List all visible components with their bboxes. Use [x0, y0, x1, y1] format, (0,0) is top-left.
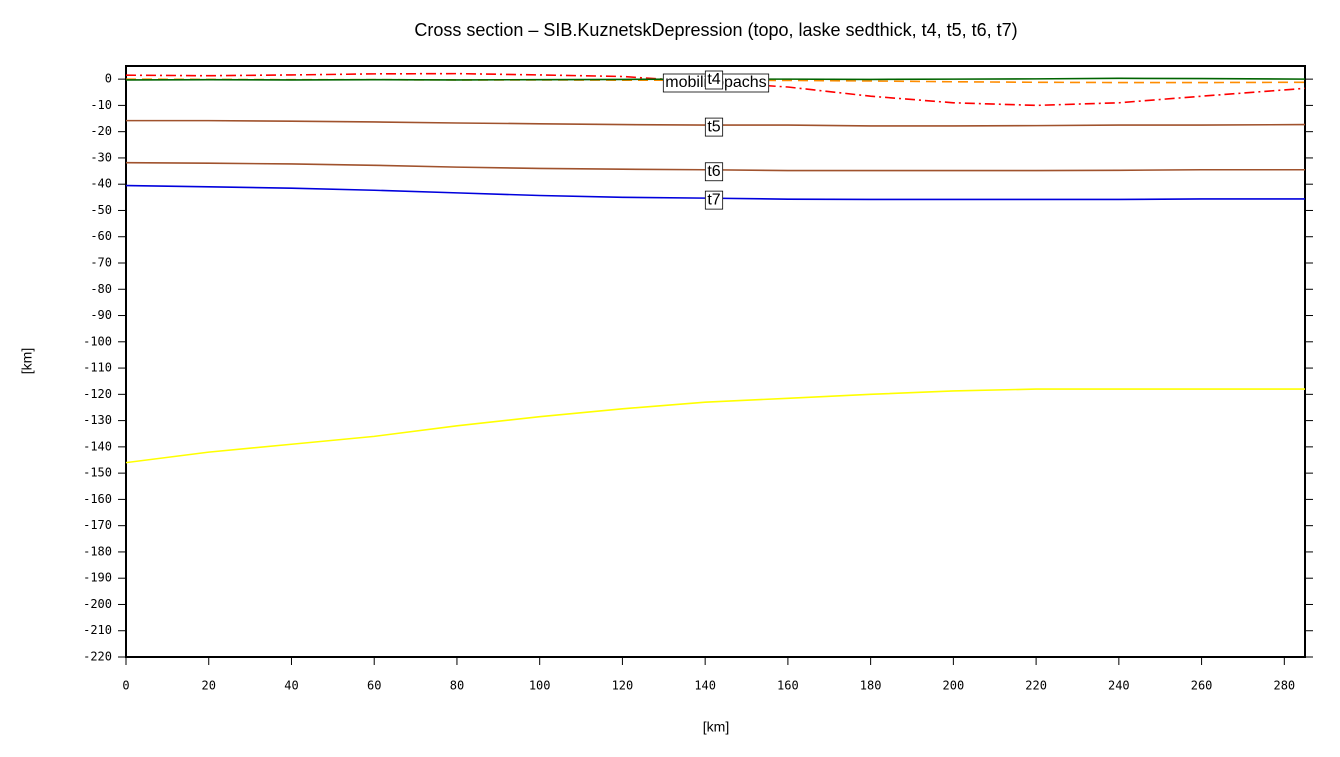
y-tick-label: -100: [83, 334, 112, 348]
x-tick-label: 220: [1025, 679, 1047, 693]
x-tick-label: 0: [122, 679, 129, 693]
x-tick-label: 100: [529, 679, 551, 693]
y-tick-label: -10: [90, 98, 112, 112]
label-box: [704, 117, 724, 137]
y-tick-label: -20: [90, 124, 112, 138]
x-tick-label: 240: [1108, 679, 1130, 693]
y-tick-label: -170: [83, 518, 112, 532]
x-tick-label: 140: [694, 679, 716, 693]
x-tick-label: 180: [860, 679, 882, 693]
x-tick-label: 260: [1191, 679, 1213, 693]
x-axis-label: [km]: [703, 719, 729, 735]
plot-frame: [125, 65, 1306, 658]
y-tick-label: 0: [105, 72, 112, 86]
x-tick-label: 80: [450, 679, 464, 693]
line-label: t7: [707, 191, 720, 208]
y-tick-label: -210: [83, 623, 112, 637]
y-tick-label: -220: [83, 650, 112, 664]
series-line: [125, 72, 1306, 107]
line-label: t6: [707, 163, 720, 180]
x-tick-label: 60: [367, 679, 381, 693]
line-label: t5: [707, 118, 720, 135]
y-tick-label: -200: [83, 597, 112, 611]
y-tick-label: -120: [83, 387, 112, 401]
x-tick-label: 40: [284, 679, 298, 693]
y-tick-label: -140: [83, 439, 112, 453]
y-tick-label: -30: [90, 150, 112, 164]
line-label: t4: [707, 71, 720, 88]
series-line: [125, 388, 1305, 464]
label-box: [704, 190, 724, 210]
x-tick-label: 280: [1273, 679, 1295, 693]
x-tick-label: 120: [612, 679, 634, 693]
y-tick-label: -130: [83, 413, 112, 427]
y-tick-label: -180: [83, 544, 112, 558]
y-tick-label: -190: [83, 571, 112, 585]
y-tick-label: -70: [90, 256, 112, 270]
y-tick-label: -90: [90, 308, 112, 322]
y-tick-label: -160: [83, 492, 112, 506]
label-box: [704, 70, 724, 90]
y-tick-label: -80: [90, 282, 112, 296]
y-tick-label: -40: [90, 177, 112, 191]
x-tick-label: 160: [777, 679, 799, 693]
chart-title: Cross section – SIB.KuznetskDepression (…: [414, 20, 1017, 40]
y-tick-label: -60: [90, 229, 112, 243]
x-tick-label: 20: [202, 679, 216, 693]
y-axis-label: [km]: [19, 348, 35, 374]
y-tick-label: -150: [83, 466, 112, 480]
y-tick-label: -110: [83, 361, 112, 375]
x-tick-label: 200: [943, 679, 965, 693]
y-tick-label: -50: [90, 203, 112, 217]
label-box: [704, 162, 724, 182]
